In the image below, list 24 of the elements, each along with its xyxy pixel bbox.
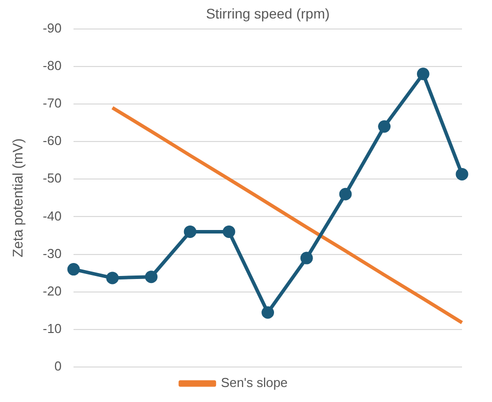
point xyxy=(145,270,158,284)
y-tick-label: -10 xyxy=(42,321,62,336)
y-tick-label: -90 xyxy=(42,20,62,36)
y-tick-label: -40 xyxy=(42,208,62,224)
point xyxy=(262,306,274,319)
point xyxy=(106,272,119,284)
point xyxy=(222,225,236,238)
y-tick-label: -60 xyxy=(42,133,62,148)
point xyxy=(378,120,391,133)
y-axis-title: Zeta potential (mV) xyxy=(9,138,26,258)
point xyxy=(339,188,352,200)
point xyxy=(416,68,430,80)
y-tick-label: -50 xyxy=(42,170,62,186)
y-tick-label: -30 xyxy=(42,246,62,261)
legend-label: Sen's slope xyxy=(220,375,288,390)
point xyxy=(67,263,80,276)
x-axis-title: Stirring speed (rpm) xyxy=(206,5,330,22)
point xyxy=(184,225,196,238)
point xyxy=(456,168,468,180)
y-tick-label: 0 xyxy=(54,358,62,374)
point xyxy=(300,252,313,264)
y-tick-label: -80 xyxy=(42,58,62,73)
y-tick-label: -20 xyxy=(42,283,62,298)
y-tick-label: -70 xyxy=(42,96,62,111)
